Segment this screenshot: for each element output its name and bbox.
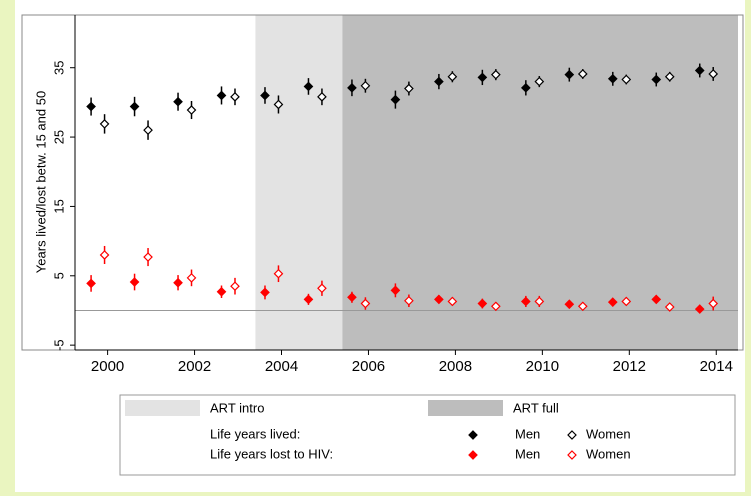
- x-tick-label: 2006: [352, 358, 385, 375]
- legend-swatch: [428, 400, 503, 416]
- marker: [651, 294, 662, 305]
- legend-label: Men: [515, 446, 540, 461]
- legend-label: ART full: [513, 400, 559, 415]
- marker: [447, 296, 458, 307]
- x-tick-label: 2008: [439, 358, 472, 375]
- marker: [230, 91, 240, 102]
- x-tick-label: 2002: [178, 358, 211, 375]
- x-tick-label: 2010: [526, 358, 559, 375]
- marker: [434, 294, 444, 305]
- marker: [99, 250, 110, 260]
- marker: [347, 292, 357, 303]
- marker: [273, 268, 284, 279]
- marker: [173, 96, 183, 107]
- marker: [708, 69, 719, 79]
- y-tick-label: 35: [51, 60, 66, 74]
- marker: [390, 285, 401, 296]
- marker: [520, 296, 531, 307]
- marker: [360, 298, 371, 309]
- shaded-region: [342, 15, 738, 350]
- marker: [694, 65, 705, 76]
- marker: [477, 72, 488, 83]
- marker: [664, 302, 675, 312]
- legend-swatch: [125, 400, 200, 416]
- marker: [86, 101, 96, 112]
- marker: [490, 301, 501, 312]
- marker: [708, 298, 719, 309]
- marker: [651, 74, 662, 85]
- marker: [273, 99, 284, 110]
- marker: [607, 73, 618, 84]
- marker: [490, 69, 501, 80]
- legend-label: Men: [515, 426, 540, 441]
- marker: [404, 295, 414, 306]
- marker: [260, 90, 270, 101]
- x-tick-label: 2014: [700, 358, 733, 375]
- marker: [317, 283, 327, 294]
- legend-label: ART intro: [210, 400, 264, 415]
- marker: [577, 301, 588, 312]
- marker: [694, 304, 705, 314]
- legend-marker: [567, 450, 577, 460]
- legend-group-label: Life years lived:: [210, 426, 300, 441]
- x-tick-label: 2012: [613, 358, 646, 375]
- marker: [347, 82, 357, 93]
- legend-marker: [468, 450, 478, 460]
- marker: [621, 296, 632, 307]
- legend-label: Women: [586, 446, 631, 461]
- marker: [564, 69, 575, 80]
- marker: [143, 252, 153, 262]
- marker: [173, 277, 183, 288]
- marker: [477, 298, 488, 309]
- marker: [447, 71, 458, 82]
- marker: [303, 81, 314, 92]
- y-axis-title: Years lived/lost betw. 15 and 50: [33, 91, 48, 273]
- marker: [186, 105, 197, 115]
- marker: [317, 91, 327, 102]
- legend: [119, 394, 736, 476]
- legend-marker: [468, 430, 478, 440]
- marker: [260, 287, 270, 298]
- y-tick-label: 5: [51, 272, 66, 279]
- marker: [390, 94, 401, 105]
- x-tick-label: 2000: [91, 358, 124, 375]
- marker: [360, 80, 371, 91]
- legend-group-label: Life years lost to HIV:: [210, 446, 333, 461]
- y-tick-label: -5: [51, 339, 66, 351]
- marker: [664, 71, 675, 82]
- legend-marker: [567, 430, 577, 440]
- y-tick-label: 15: [51, 199, 66, 213]
- marker: [99, 119, 110, 129]
- marker: [230, 281, 240, 292]
- marker: [607, 297, 618, 307]
- marker: [303, 294, 314, 305]
- marker: [534, 296, 545, 307]
- marker: [434, 76, 444, 87]
- marker: [534, 76, 545, 87]
- x-tick-label: 2004: [265, 358, 298, 375]
- marker: [86, 278, 96, 289]
- marker: [143, 125, 153, 135]
- marker: [216, 286, 227, 297]
- marker: [520, 82, 531, 93]
- marker: [129, 101, 140, 112]
- marker: [216, 90, 227, 101]
- marker: [404, 83, 414, 94]
- marker: [577, 69, 588, 79]
- marker: [564, 299, 575, 310]
- legend-label: Women: [586, 426, 631, 441]
- marker: [186, 273, 197, 283]
- marker: [129, 277, 140, 287]
- shaded-region: [255, 15, 343, 350]
- marker: [621, 74, 632, 85]
- y-tick-label: 25: [51, 130, 66, 144]
